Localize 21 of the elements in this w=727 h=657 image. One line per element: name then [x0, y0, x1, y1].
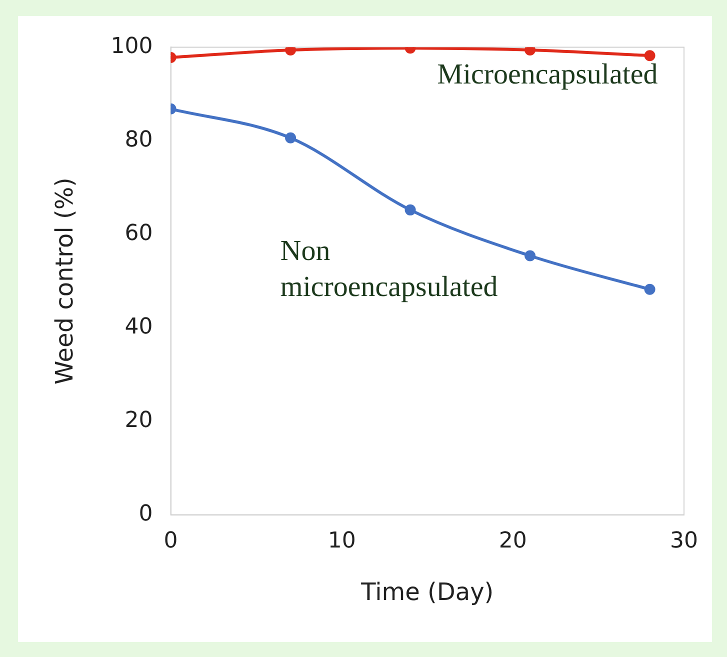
x-tick-label: 20 — [498, 528, 527, 554]
x-axis-title: Time (Day) — [360, 578, 494, 606]
y-tick-label: 20 — [124, 408, 153, 433]
x-tick-label: 10 — [328, 528, 356, 554]
y-tick-label: 60 — [124, 220, 153, 246]
point — [285, 132, 296, 144]
y-tick-label: 0 — [138, 502, 153, 527]
y-tick-label: 100 — [110, 34, 153, 59]
y-tick-label: 40 — [124, 314, 153, 340]
point — [644, 284, 656, 295]
series-label: Microencapsulated — [437, 58, 658, 91]
point — [524, 47, 536, 56]
point — [285, 47, 296, 56]
y-axis-title: Weed control (%) — [50, 177, 79, 385]
x-tick-label: 0 — [164, 528, 178, 554]
point — [404, 204, 416, 216]
point — [524, 250, 536, 262]
y-tick-label: 80 — [124, 127, 153, 152]
x-tick-label: 30 — [670, 528, 698, 554]
series-label: Non microencapsulated — [280, 235, 498, 304]
point — [644, 50, 656, 62]
